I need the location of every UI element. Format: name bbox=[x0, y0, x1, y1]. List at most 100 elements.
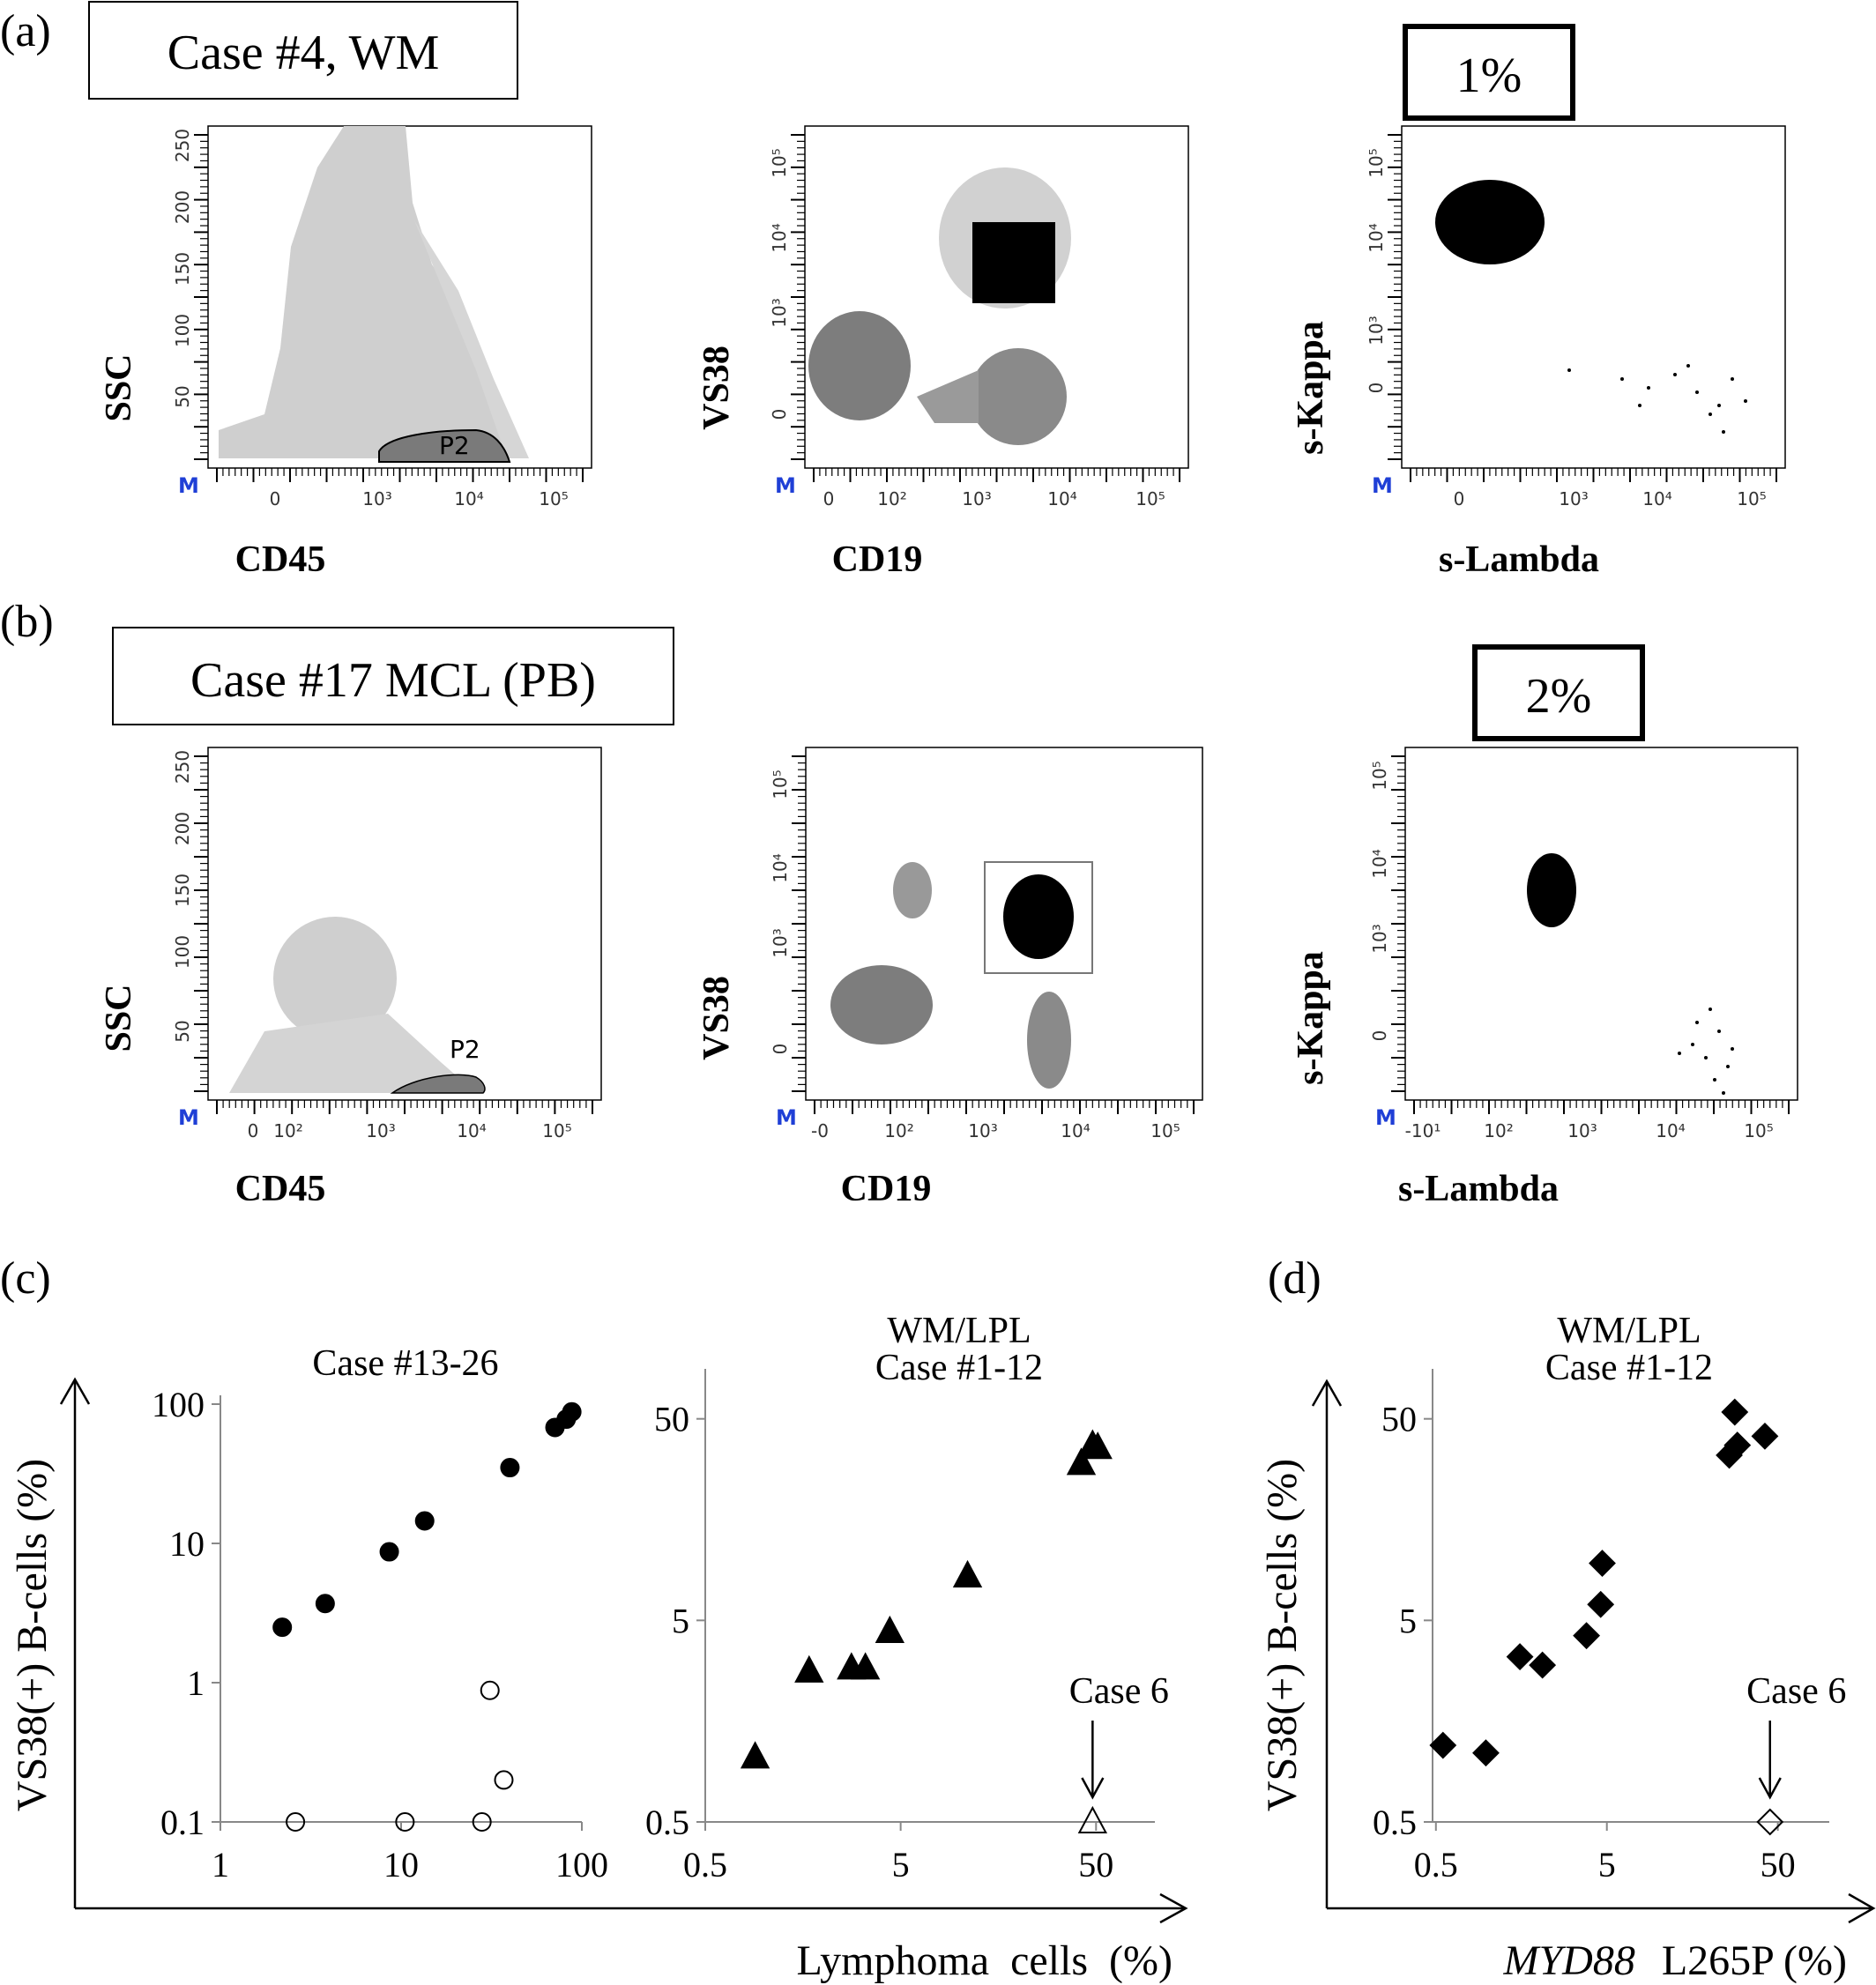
x-tick-label: 10⁴ bbox=[457, 1120, 486, 1141]
y-tick-label: 10⁴ bbox=[769, 223, 790, 252]
flow-plot-b-lambda-kappa bbox=[1404, 747, 1798, 1101]
plot-frame bbox=[1401, 125, 1786, 469]
x-tick-label: 10⁵ bbox=[1737, 488, 1766, 509]
x-tick-label: 10⁴ bbox=[1047, 488, 1076, 509]
panel-c-y-axis-label: VS38(+) B-cells (%) bbox=[9, 1459, 56, 1811]
y-tick-label: 50 bbox=[1381, 1400, 1417, 1439]
x-axis-label: CD19 bbox=[832, 539, 923, 580]
y-tick-label: 10³ bbox=[770, 928, 791, 957]
cell-population-light-tail bbox=[229, 1014, 476, 1093]
data-point-diamond bbox=[1429, 1731, 1457, 1759]
y-axis-label: s-Kappa bbox=[1291, 321, 1331, 455]
flow-axis-group: 0 10² 10³ 10⁴ 10⁵ 10⁵ 10⁴ 10³ 0 M CD19 VS38 bbox=[696, 134, 1180, 580]
flow-axis-group: 0 10² 10³ 10⁴ 10⁵ 250 200 150 100 50 M CD45 SSC bbox=[99, 750, 593, 1209]
data-point-diamond bbox=[1472, 1739, 1500, 1767]
data-point-triangle bbox=[875, 1615, 905, 1644]
y-axis-label: VS38 bbox=[696, 976, 737, 1060]
cell-population-vs38neg-cd19pos bbox=[970, 348, 1067, 445]
gate-p2-label: P2 bbox=[450, 1035, 480, 1064]
x-axis-label: CD45 bbox=[235, 1169, 326, 1209]
flow-marker-m: M bbox=[1375, 1105, 1396, 1130]
x-tick-label: 50 bbox=[1078, 1845, 1113, 1885]
x-tick-label: -0 bbox=[811, 1120, 829, 1141]
flow-axis-group: 0 10³ 10⁴ 10⁵ 10⁵ 10⁴ 10³ 0 Ms-Lambda s-Kappa bbox=[1291, 134, 1777, 580]
panel-c-x-axis-label: Lymphoma cells (%) bbox=[796, 1937, 1172, 1984]
chart-title: WM/LPL bbox=[887, 1311, 1031, 1351]
data-point-triangle bbox=[1066, 1447, 1097, 1476]
x-tick-label: 1 bbox=[212, 1845, 229, 1885]
x-tick-label: 50 bbox=[1761, 1845, 1796, 1885]
gate-p2-population bbox=[390, 1074, 486, 1094]
y-tick-label: 0 bbox=[770, 1044, 791, 1055]
data-point-circle bbox=[379, 1542, 399, 1562]
x-tick-label: 100 bbox=[555, 1845, 608, 1885]
x-tick-label: 10² bbox=[877, 488, 906, 509]
panel-d-axes bbox=[1311, 1379, 1876, 1924]
x-axis-label: s-Lambda bbox=[1439, 539, 1599, 580]
cell-population-vs38neg-cd19pos bbox=[1027, 992, 1071, 1089]
data-point-circle bbox=[315, 1594, 335, 1614]
data-point-diamond bbox=[1573, 1622, 1601, 1650]
panel-b-percent-box bbox=[1472, 644, 1645, 741]
x-tick-label: 10³ bbox=[1567, 1120, 1597, 1141]
cell-population-light bbox=[273, 917, 397, 1040]
y-tick-label: 10⁵ bbox=[769, 148, 790, 177]
gate-vs38pos-b-cells bbox=[972, 222, 1055, 303]
x-tick-label: 10² bbox=[884, 1120, 913, 1141]
x-axis-label-rest: L265P (%) bbox=[1662, 1937, 1847, 1984]
data-point-diamond bbox=[1529, 1651, 1557, 1679]
y-tick-label: 50 bbox=[172, 1020, 193, 1042]
data-point-circle bbox=[286, 1812, 306, 1832]
x-tick-label: 0 bbox=[270, 488, 281, 509]
panel-a-percent-box bbox=[1403, 24, 1575, 121]
data-point-diamond bbox=[1756, 1808, 1784, 1836]
x-tick-label: 10³ bbox=[968, 1120, 997, 1141]
x-tick-label: 10 bbox=[383, 1845, 419, 1885]
y-axis-label: SSC bbox=[99, 984, 139, 1052]
panel-d-x-axis-label: MYD88 L265P (%) bbox=[1502, 1937, 1847, 1984]
data-point-circle bbox=[494, 1770, 514, 1790]
flow-marker-m: M bbox=[775, 473, 796, 498]
data-point-diamond bbox=[1589, 1550, 1616, 1577]
data-point-circle bbox=[562, 1401, 582, 1422]
kappa-pos-population bbox=[1435, 180, 1545, 264]
chart-title: Case #13-26 bbox=[312, 1343, 498, 1384]
x-tick-label: -10¹ bbox=[1405, 1120, 1441, 1141]
flow-axis-group: -10¹ 10² 10³ 10⁴ 10⁵ 10⁵ 10⁴ 10³ 0 Ms-Lambda s-Kap… bbox=[1291, 755, 1790, 1209]
y-tick-label: 10³ bbox=[1369, 924, 1390, 953]
chart-title: Case #1-12 bbox=[1545, 1348, 1713, 1388]
x-tick-label: 10³ bbox=[1559, 488, 1588, 509]
y-tick-label: 100 bbox=[152, 1385, 205, 1424]
panel-a-label: (a) bbox=[0, 6, 51, 56]
data-point-circle bbox=[414, 1511, 435, 1531]
y-tick-label: 10³ bbox=[1366, 316, 1387, 345]
flow-marker-m: M bbox=[1372, 473, 1393, 498]
data-point-circle bbox=[395, 1812, 415, 1832]
x-tick-label: 0 bbox=[1454, 488, 1465, 509]
x-axis-label: CD45 bbox=[235, 539, 326, 580]
y-tick-label: 50 bbox=[172, 385, 193, 407]
flow-axis-group: -0 10² 10³ 10⁴ 10⁵ 10⁵ 10⁴ 10³ 0 M CD19 VS38 bbox=[696, 755, 1195, 1209]
x-tick-label: 0.5 bbox=[1414, 1845, 1458, 1885]
y-axis-label: VS38 bbox=[696, 346, 737, 430]
x-tick-label: 0.5 bbox=[683, 1845, 727, 1885]
data-point-diamond bbox=[1723, 1431, 1752, 1459]
x-tick-label: 10⁵ bbox=[539, 488, 568, 509]
y-tick-label: 1 bbox=[187, 1663, 205, 1703]
y-tick-label: 10⁴ bbox=[1369, 849, 1390, 878]
data-point-diamond bbox=[1751, 1422, 1779, 1450]
kappa-pos-population bbox=[1527, 853, 1576, 927]
data-point-circle bbox=[500, 1458, 520, 1478]
flow-marker-m: M bbox=[178, 473, 199, 498]
case-6-annotation: Case 6 bbox=[1069, 1671, 1169, 1712]
y-tick-label: 150 bbox=[172, 252, 193, 286]
data-point-diamond bbox=[1587, 1590, 1615, 1618]
flow-marker-m: M bbox=[178, 1105, 199, 1130]
panel-b-percent: 2% bbox=[1526, 669, 1592, 724]
y-tick-label: 10⁵ bbox=[1366, 148, 1387, 177]
y-axis-label: SSC bbox=[99, 353, 139, 421]
plot-frame bbox=[1404, 747, 1798, 1101]
